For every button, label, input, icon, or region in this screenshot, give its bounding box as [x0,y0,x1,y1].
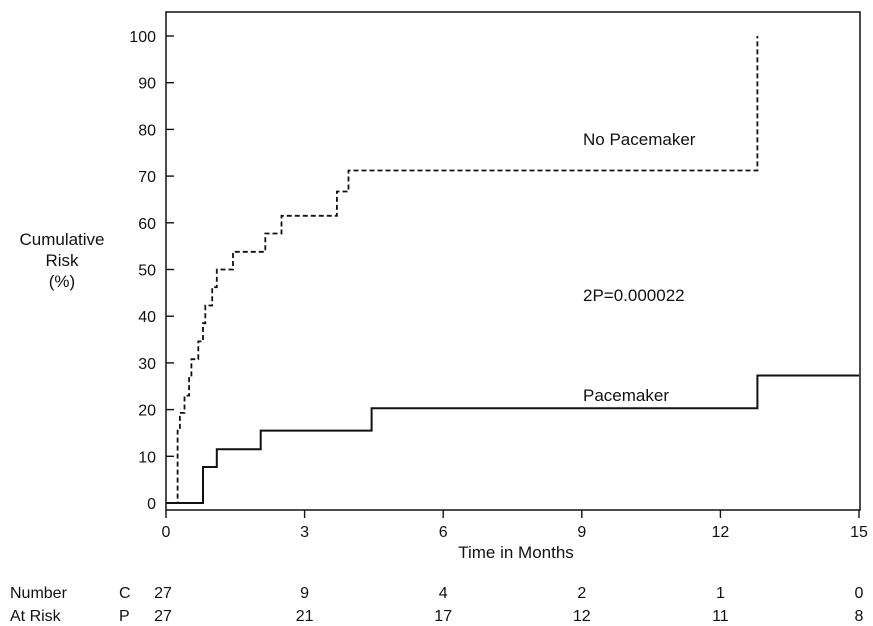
y-tick-label-20: 20 [138,403,156,420]
y-axis-title-line-3: (%) [49,272,75,291]
at-risk-count-p-2: 17 [434,608,452,625]
x-tick-label-3: 3 [300,524,309,541]
at-risk-group-p: P [119,608,130,625]
at-risk-count-p-3: 12 [573,608,591,625]
at-risk-count-p-4: 11 [712,608,729,625]
series-layer [166,36,859,504]
series-no-pacemaker [166,36,759,504]
no-pacemaker-label: No Pacemaker [583,130,696,149]
plot-frame [165,11,861,511]
y-axis-title-line-2: Risk [45,251,79,270]
pacemaker-label: Pacemaker [583,386,669,405]
y-tick-label-60: 60 [138,216,156,233]
at-risk-count-p-0: 27 [154,608,172,625]
at-risk-count-c-3: 2 [577,585,586,602]
at-risk-label-line-1: Number [10,585,68,602]
x-tick-label-9: 9 [577,524,586,541]
y-tick-label-50: 50 [138,263,156,280]
y-axis: 0 10 20 30 40 50 60 70 80 90 100 [129,29,174,513]
y-tick-label-90: 90 [138,76,156,93]
y-tick-label-10: 10 [138,449,156,466]
y-tick-label-0: 0 [147,496,156,513]
at-risk-counts: 27 9 4 2 1 027 21 17 12 11 8 [154,585,863,625]
at-risk-count-c-0: 27 [154,585,172,602]
x-tick-label-15: 15 [850,524,868,541]
y-tick-label-100: 100 [129,29,156,46]
at-risk-count-c-2: 4 [439,585,448,602]
at-risk-count-c-5: 0 [855,585,864,602]
x-tick-label-12: 12 [712,524,730,541]
y-tick-label-80: 80 [138,122,156,139]
p-value-label: 2P=0.000022 [583,286,685,305]
at-risk-count-c-4: 1 [716,585,725,602]
series-pacemaker [166,374,859,504]
y-axis-title-line-1: Cumulative [19,230,104,249]
x-tick-label-0: 0 [162,524,171,541]
x-tick-label-6: 6 [439,524,448,541]
x-axis-title: Time in Months [458,543,574,562]
y-tick-label-70: 70 [138,169,156,186]
at-risk-label-line-2: At Risk [10,608,62,625]
x-axis: 0 3 6 9 12 15 [162,510,868,541]
at-risk-group-c: C [119,585,131,602]
at-risk-count-p-1: 21 [296,608,314,625]
y-tick-label-30: 30 [138,356,156,373]
y-tick-label-40: 40 [138,309,156,326]
at-risk-count-p-5: 8 [855,608,864,625]
at-risk-count-c-1: 9 [300,585,309,602]
